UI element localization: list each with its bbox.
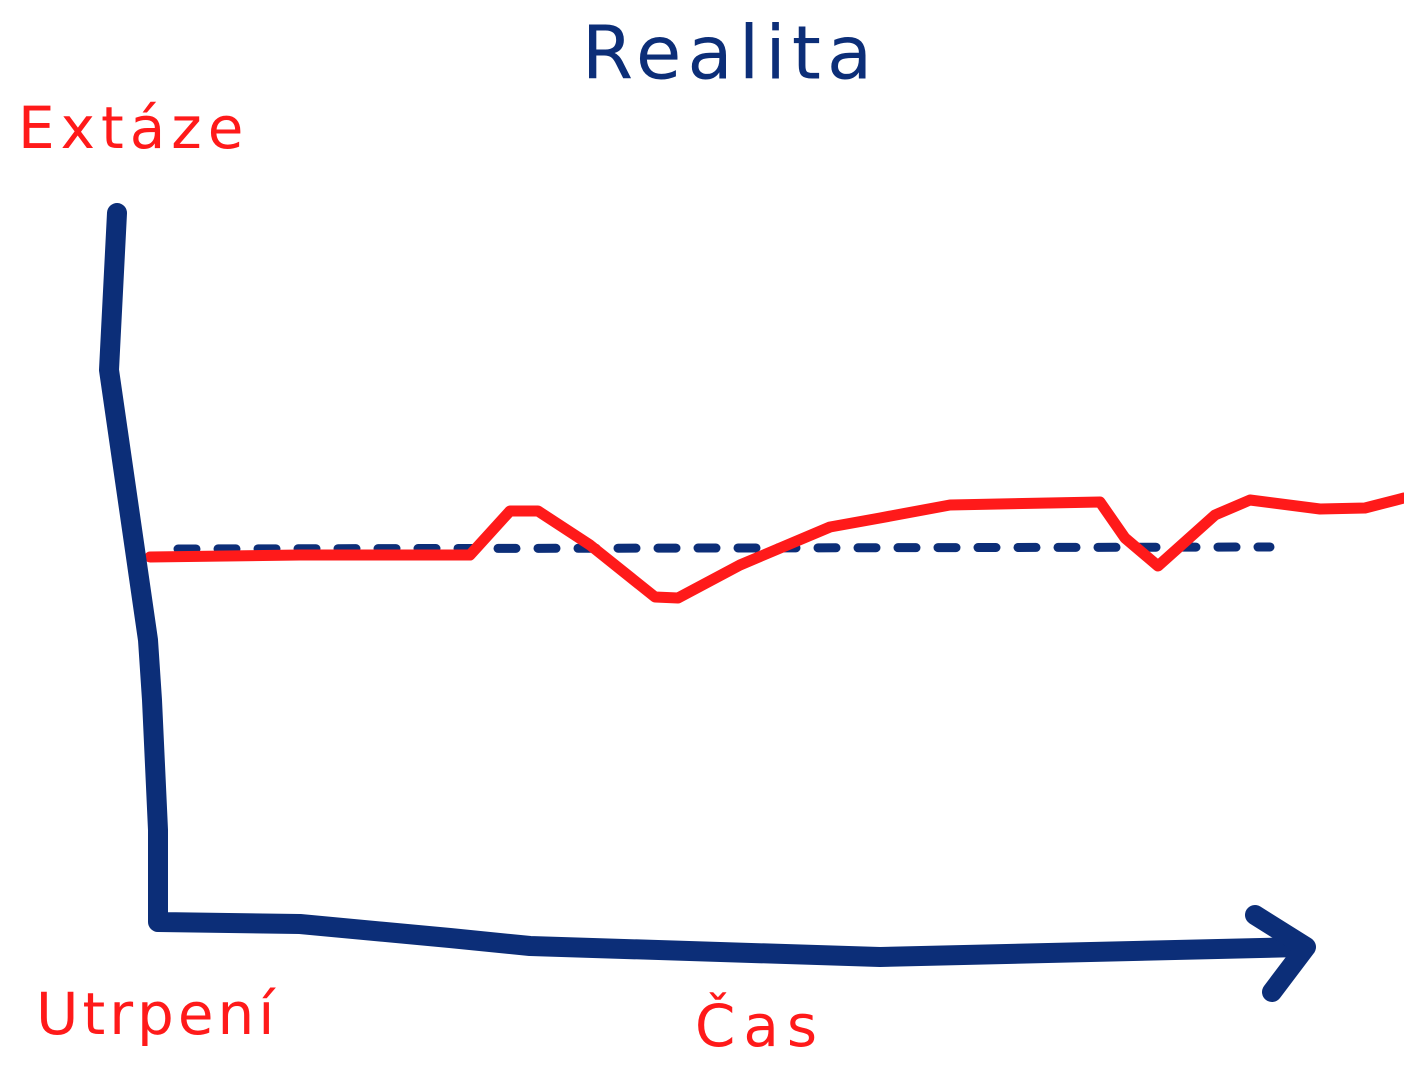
y-bottom-label: Utrpení	[36, 980, 278, 1048]
reality-curve	[144, 492, 1404, 604]
y-top-label: Extáze	[18, 94, 249, 162]
title: Realita	[582, 11, 878, 97]
axis-arrowhead	[1245, 905, 1316, 1002]
baseline	[173, 542, 1275, 554]
axes	[99, 203, 1310, 967]
x-axis-label: Čas	[695, 991, 825, 1060]
